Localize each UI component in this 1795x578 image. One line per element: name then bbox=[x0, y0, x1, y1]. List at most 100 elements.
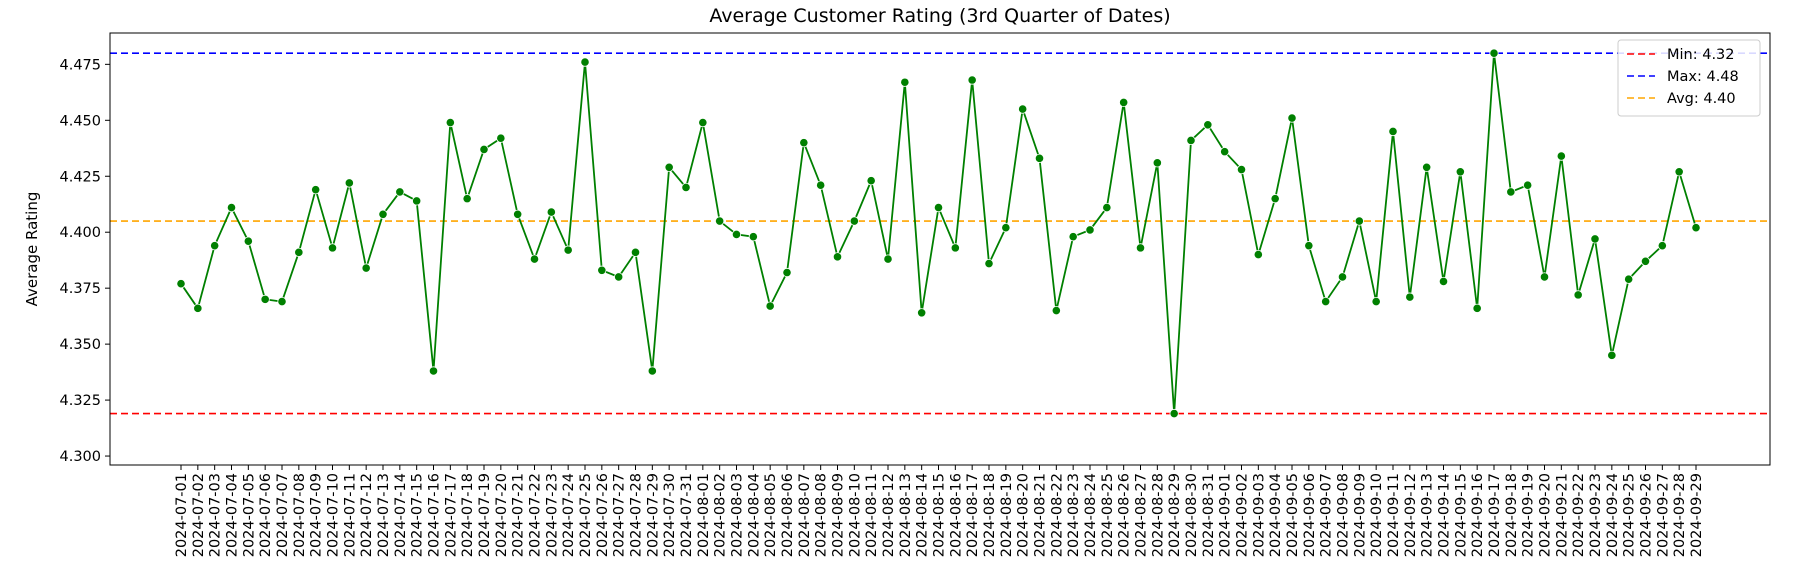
data-point bbox=[176, 279, 186, 289]
data-point bbox=[1438, 276, 1449, 287]
data-point bbox=[816, 180, 826, 190]
legend-label-max: Max: 4.48 bbox=[1667, 69, 1739, 85]
x-tick-label: 2024-09-05 bbox=[1285, 473, 1301, 557]
x-tick-label: 2024-08-10 bbox=[847, 473, 863, 557]
x-tick-label: 2024-07-27 bbox=[612, 473, 628, 557]
x-tick-label: 2024-09-25 bbox=[1622, 473, 1638, 557]
data-point bbox=[243, 236, 253, 246]
data-point bbox=[361, 263, 371, 273]
data-point bbox=[1102, 202, 1112, 213]
x-tick-label: 2024-07-30 bbox=[662, 473, 678, 557]
data-point bbox=[1590, 234, 1600, 244]
x-tick-label: 2024-08-06 bbox=[780, 473, 796, 557]
data-point bbox=[832, 252, 843, 262]
x-tick-label: 2024-09-14 bbox=[1437, 473, 1453, 557]
x-tick-label: 2024-09-07 bbox=[1319, 473, 1335, 557]
x-tick-label: 2024-08-04 bbox=[746, 473, 762, 557]
x-tick-label: 2024-08-09 bbox=[831, 473, 847, 557]
x-tick-label: 2024-09-12 bbox=[1403, 473, 1419, 557]
x-tick-label: 2024-08-31 bbox=[1201, 473, 1217, 557]
legend-box bbox=[1617, 39, 1761, 117]
x-tick-label: 2024-09-02 bbox=[1235, 473, 1251, 557]
reference-lines bbox=[110, 52, 1770, 415]
data-point bbox=[294, 247, 304, 257]
data-point bbox=[1304, 241, 1314, 251]
x-tick-label: 2024-08-16 bbox=[948, 473, 964, 557]
data-point bbox=[849, 216, 859, 226]
data-point bbox=[1371, 297, 1381, 307]
data-point bbox=[1337, 272, 1348, 282]
data-point bbox=[428, 366, 439, 376]
data-point bbox=[395, 187, 405, 197]
x-tick-label: 2024-08-01 bbox=[696, 473, 712, 557]
data-point bbox=[1506, 187, 1516, 197]
x-tick-label: 2024-07-10 bbox=[326, 473, 342, 557]
data-point bbox=[1236, 164, 1247, 175]
x-tick-label: 2024-08-08 bbox=[814, 473, 830, 557]
x-tick-label: 2024-07-06 bbox=[258, 473, 274, 557]
data-point bbox=[344, 178, 354, 188]
x-tick-label: 2024-07-09 bbox=[309, 473, 325, 557]
x-tick-label: 2024-07-14 bbox=[393, 473, 409, 557]
x-tick-label: 2024-08-05 bbox=[763, 473, 779, 557]
data-point bbox=[226, 202, 237, 213]
x-tick-label: 2024-09-09 bbox=[1352, 473, 1368, 557]
x-tick-label: 2024-09-20 bbox=[1538, 473, 1554, 557]
data-point bbox=[1135, 243, 1146, 253]
y-tick-label: 4.350 bbox=[59, 337, 101, 353]
data-point bbox=[917, 308, 927, 318]
x-tick-label: 2024-07-03 bbox=[208, 473, 224, 557]
data-point bbox=[1169, 408, 1179, 419]
x-tick-label: 2024-08-07 bbox=[797, 473, 813, 557]
x-tick-label: 2024-09-03 bbox=[1251, 473, 1267, 557]
x-tick-label: 2024-07-13 bbox=[376, 473, 392, 557]
legend: Min: 4.32 Max: 4.48 Avg: 4.40 bbox=[1617, 39, 1761, 117]
data-point bbox=[1422, 162, 1432, 172]
x-tick-label: 2024-07-05 bbox=[241, 473, 257, 557]
x-tick-label: 2024-09-13 bbox=[1420, 473, 1436, 557]
x-tick-label: 2024-07-12 bbox=[359, 473, 375, 557]
x-tick-label: 2024-07-21 bbox=[511, 473, 527, 557]
x-tick-label: 2024-09-24 bbox=[1605, 473, 1621, 557]
data-point bbox=[563, 245, 573, 255]
x-tick-label: 2024-07-26 bbox=[595, 473, 611, 557]
data-point bbox=[1573, 290, 1583, 300]
x-axis: 2024-07-01 2024-07-02 2024-07-03 2024-07-04… bbox=[174, 465, 1705, 557]
x-tick-label: 2024-08-27 bbox=[1134, 473, 1150, 557]
data-point bbox=[193, 303, 203, 313]
data-point bbox=[933, 202, 944, 213]
x-tick-label: 2024-07-07 bbox=[275, 473, 291, 557]
x-tick-label: 2024-08-14 bbox=[915, 473, 931, 557]
x-tick-label: 2024-08-13 bbox=[898, 473, 914, 557]
y-tick-label: 4.375 bbox=[59, 281, 101, 297]
data-point bbox=[412, 196, 422, 206]
x-tick-label: 2024-07-04 bbox=[225, 473, 241, 557]
data-point bbox=[1321, 297, 1331, 307]
data-point bbox=[1068, 232, 1078, 242]
y-tick-label: 4.450 bbox=[59, 113, 101, 129]
data-point bbox=[1607, 350, 1617, 360]
data-point bbox=[529, 254, 540, 264]
data-point bbox=[866, 176, 876, 186]
x-tick-label: 2024-07-23 bbox=[544, 473, 560, 557]
data-point bbox=[1640, 256, 1651, 266]
legend-label-avg: Avg: 4.40 bbox=[1667, 91, 1736, 107]
data-point bbox=[1455, 167, 1465, 177]
x-tick-label: 2024-08-15 bbox=[932, 473, 948, 557]
x-tick-label: 2024-07-24 bbox=[561, 473, 577, 557]
data-point bbox=[698, 117, 708, 128]
y-tick-label: 4.400 bbox=[59, 225, 101, 241]
x-tick-label: 2024-08-20 bbox=[1016, 473, 1032, 557]
x-tick-label: 2024-07-16 bbox=[427, 473, 443, 557]
x-tick-label: 2024-09-26 bbox=[1639, 473, 1655, 557]
data-point bbox=[1253, 249, 1263, 260]
data-point bbox=[799, 138, 809, 148]
data-point bbox=[1152, 158, 1162, 168]
data-point bbox=[630, 247, 641, 257]
data-point bbox=[513, 209, 523, 219]
data-point bbox=[715, 216, 725, 226]
data-point bbox=[462, 194, 472, 204]
data-point bbox=[327, 243, 338, 253]
x-tick-label: 2024-09-29 bbox=[1689, 473, 1705, 557]
